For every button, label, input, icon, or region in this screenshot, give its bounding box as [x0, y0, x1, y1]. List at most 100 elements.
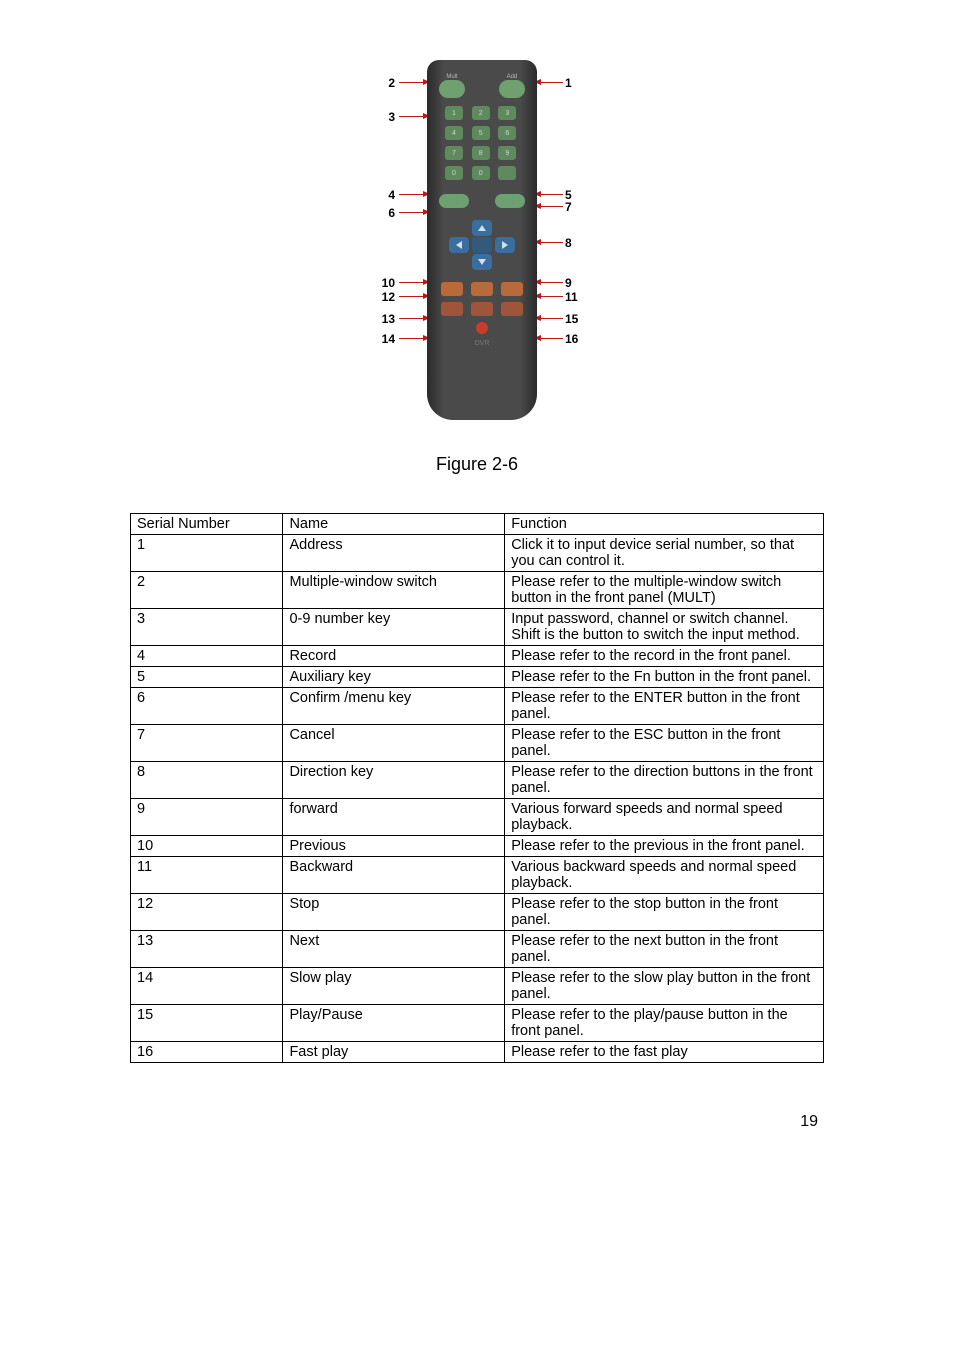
cell-serial: 13 — [131, 931, 283, 968]
callout-arrow — [535, 296, 563, 297]
callout-8: 8 — [565, 236, 572, 250]
table-row: 10PreviousPlease refer to the previous i… — [131, 836, 824, 857]
table-row: 30-9 number keyInput password, channel o… — [131, 609, 824, 646]
cell-function: Please refer to the next button in the f… — [505, 931, 824, 968]
keypad-key: 3 — [498, 106, 516, 120]
cell-function: Please refer to the stop button in the f… — [505, 894, 824, 931]
mid-button-right — [495, 194, 525, 208]
keypad-key: 7 — [445, 146, 463, 160]
callout-arrow — [535, 318, 563, 319]
callout-arrow — [535, 242, 563, 243]
media-row-1 — [441, 282, 523, 296]
callout-9: 9 — [565, 276, 572, 290]
table-row: 1AddressClick it to input device serial … — [131, 535, 824, 572]
cell-serial: 1 — [131, 535, 283, 572]
keypad-key: 8 — [472, 146, 490, 160]
col-function: Function — [505, 514, 824, 535]
remote-dpad — [449, 220, 515, 270]
callout-arrow — [535, 338, 563, 339]
cell-name: Address — [283, 535, 505, 572]
dpad-up — [472, 220, 492, 236]
media-row-2 — [441, 302, 523, 316]
callout-arrow — [399, 194, 429, 195]
mult-button — [439, 80, 465, 98]
cell-name: Previous — [283, 836, 505, 857]
cell-name: Record — [283, 646, 505, 667]
table-row: 13NextPlease refer to the next button in… — [131, 931, 824, 968]
callout-arrow — [399, 338, 429, 339]
media-btn — [501, 302, 523, 316]
keypad-key: 5 — [472, 126, 490, 140]
cell-serial: 12 — [131, 894, 283, 931]
cell-name: Confirm /menu key — [283, 688, 505, 725]
table-row: 2Multiple-window switchPlease refer to t… — [131, 572, 824, 609]
callout-15: 15 — [565, 312, 578, 326]
figure-caption: Figure 2-6 — [130, 454, 824, 475]
keypad-key: 2 — [472, 106, 490, 120]
cell-name: forward — [283, 799, 505, 836]
dvr-label: DVR — [427, 340, 537, 347]
cell-function: Please refer to the record in the front … — [505, 646, 824, 667]
keypad-key: 0 — [445, 166, 463, 180]
callout-4: 4 — [375, 188, 395, 202]
keypad-key — [498, 166, 516, 180]
cell-function: Input password, channel or switch channe… — [505, 609, 824, 646]
table-row: 8Direction keyPlease refer to the direct… — [131, 762, 824, 799]
cell-name: Stop — [283, 894, 505, 931]
cell-function: Please refer to the direction buttons in… — [505, 762, 824, 799]
cell-name: Auxiliary key — [283, 667, 505, 688]
table-row: 9forwardVarious forward speeds and norma… — [131, 799, 824, 836]
callout-13: 13 — [375, 312, 395, 326]
keypad-key: 4 — [445, 126, 463, 140]
cell-function: Various forward speeds and normal speed … — [505, 799, 824, 836]
cell-name: Direction key — [283, 762, 505, 799]
callout-3: 3 — [375, 110, 395, 124]
dpad-right — [495, 237, 515, 253]
cell-name: Multiple-window switch — [283, 572, 505, 609]
cell-serial: 7 — [131, 725, 283, 762]
callout-arrow — [399, 116, 429, 117]
media-btn — [441, 282, 463, 296]
cell-function: Please refer to the Fn button in the fro… — [505, 667, 824, 688]
callout-arrow — [399, 318, 429, 319]
callout-arrow — [535, 82, 563, 83]
cell-serial: 16 — [131, 1042, 283, 1063]
media-btn — [471, 302, 493, 316]
cell-function: Please refer to the play/pause button in… — [505, 1005, 824, 1042]
cell-name: Play/Pause — [283, 1005, 505, 1042]
col-serial: Serial Number — [131, 514, 283, 535]
dpad-center — [472, 237, 492, 253]
media-btn — [471, 282, 493, 296]
callout-14: 14 — [375, 332, 395, 346]
cell-name: Slow play — [283, 968, 505, 1005]
cell-function: Please refer to the ENTER button in the … — [505, 688, 824, 725]
table-row: 14Slow playPlease refer to the slow play… — [131, 968, 824, 1005]
remote-mid-row — [439, 194, 525, 208]
rec-button — [476, 322, 488, 334]
cell-function: Please refer to the multiple-window swit… — [505, 572, 824, 609]
dpad-down — [472, 254, 492, 270]
keypad-key: 6 — [498, 126, 516, 140]
cell-serial: 10 — [131, 836, 283, 857]
cell-function: Please refer to the fast play — [505, 1042, 824, 1063]
remote-keypad: 12345678900 — [445, 106, 519, 180]
callout-arrow — [399, 212, 429, 213]
cell-serial: 14 — [131, 968, 283, 1005]
mid-button-left — [439, 194, 469, 208]
dpad-left — [449, 237, 469, 253]
cell-name: 0-9 number key — [283, 609, 505, 646]
media-btn — [501, 282, 523, 296]
cell-name: Cancel — [283, 725, 505, 762]
table-row: 4RecordPlease refer to the record in the… — [131, 646, 824, 667]
callout-arrow — [535, 194, 563, 195]
cell-serial: 15 — [131, 1005, 283, 1042]
table-row: 7CancelPlease refer to the ESC button in… — [131, 725, 824, 762]
cell-serial: 4 — [131, 646, 283, 667]
cell-function: Please refer to the slow play button in … — [505, 968, 824, 1005]
table-row: 16Fast playPlease refer to the fast play — [131, 1042, 824, 1063]
spec-table: Serial Number Name Function 1AddressClic… — [130, 513, 824, 1063]
figure-container: 234610121314 15789111516 Mult Add 123456… — [130, 60, 824, 424]
table-row: 6Confirm /menu keyPlease refer to the EN… — [131, 688, 824, 725]
cell-serial: 5 — [131, 667, 283, 688]
col-name: Name — [283, 514, 505, 535]
